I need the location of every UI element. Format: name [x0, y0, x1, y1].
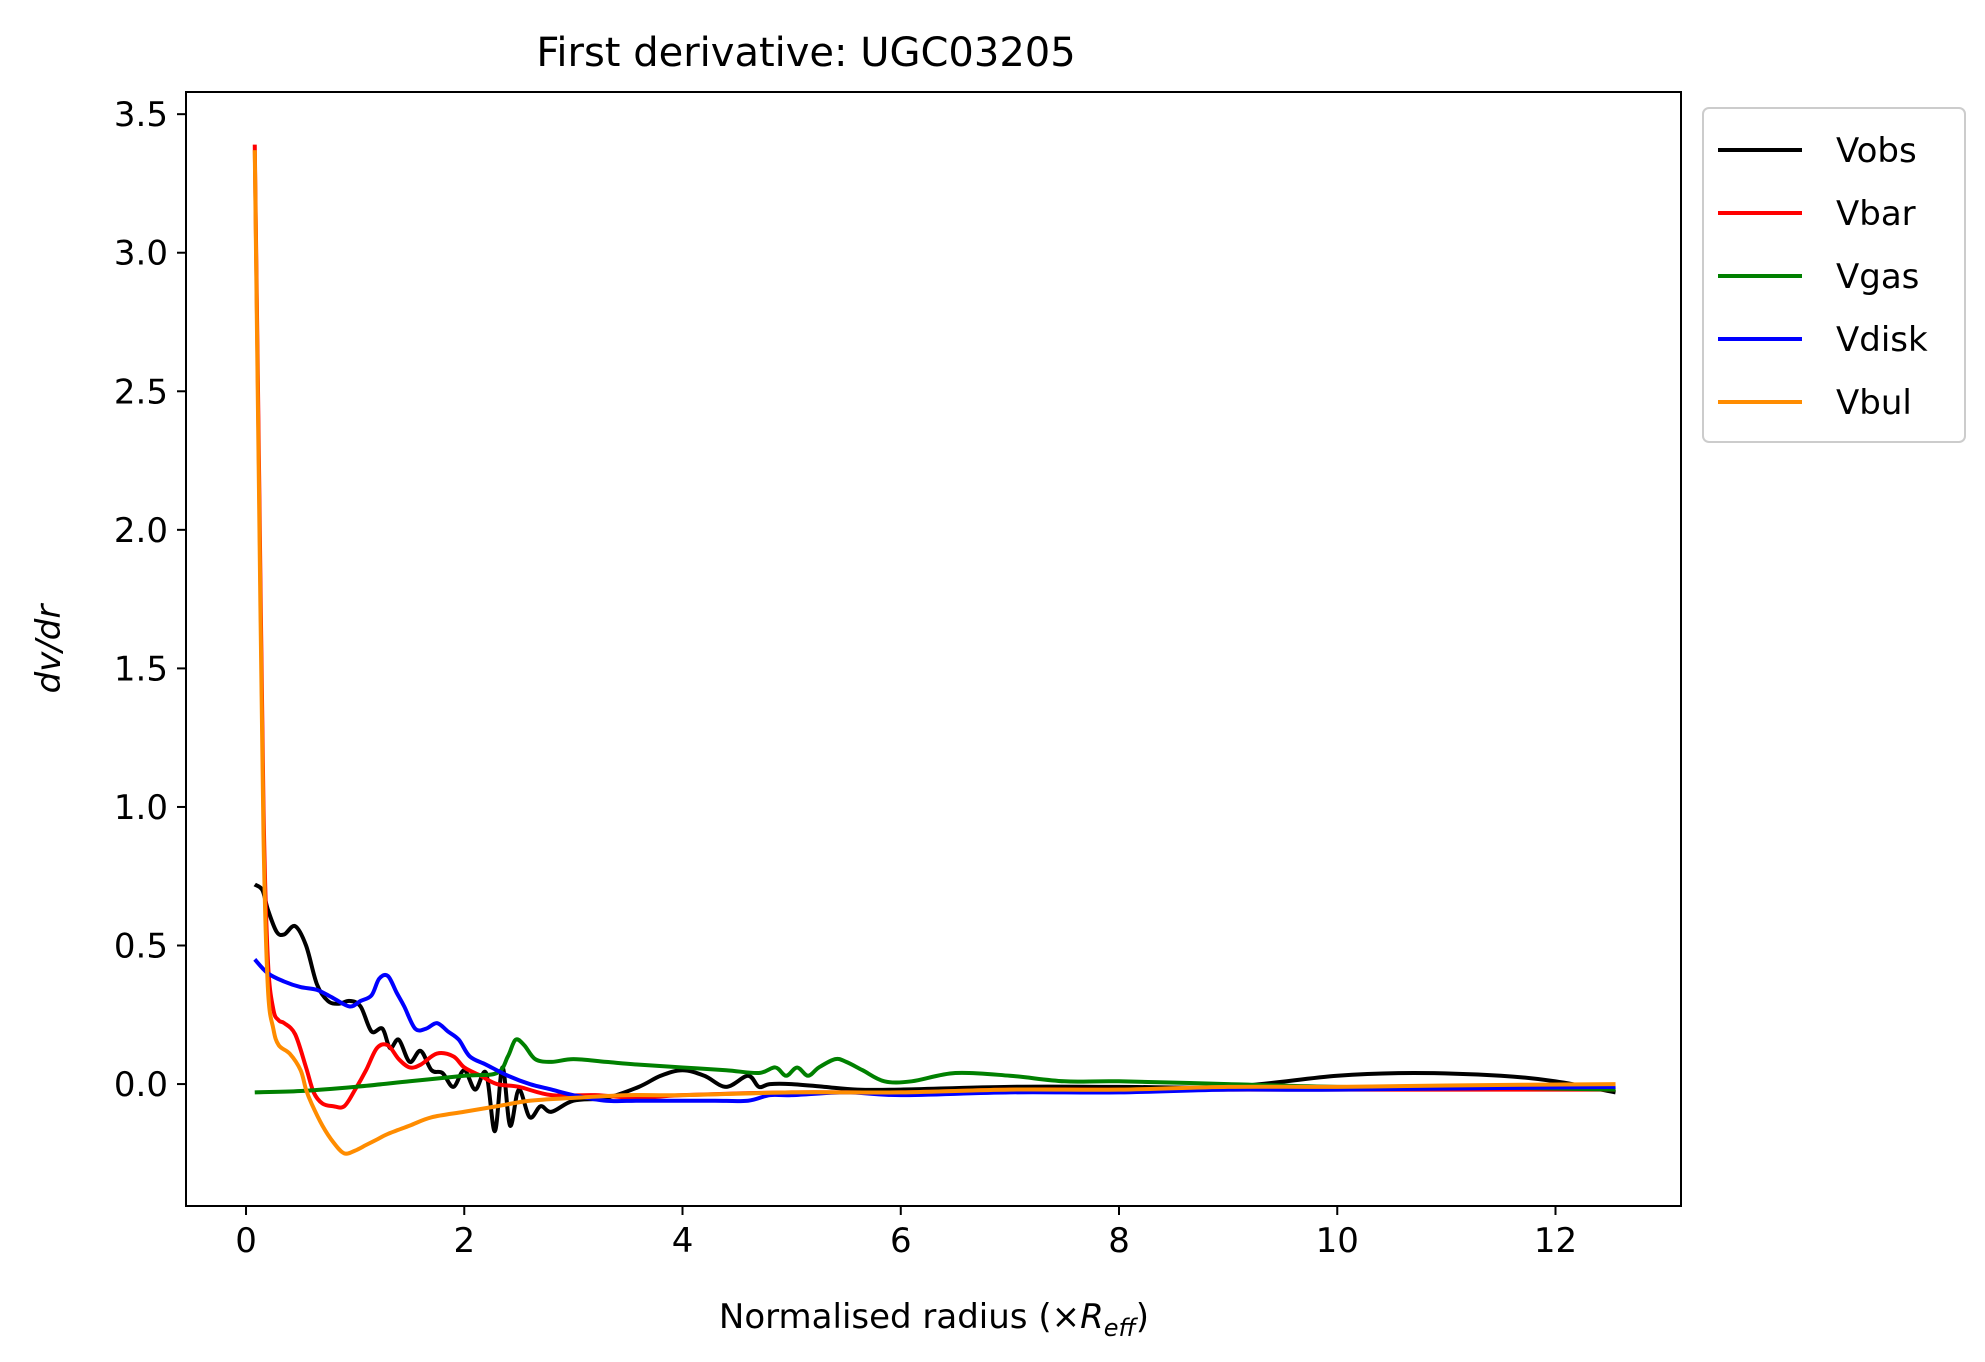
y-axis: 0.0 0.5 1.0 1.5 2.0 2.5 3.0 3.5	[114, 95, 186, 1105]
x-tick-label: 4	[672, 1221, 694, 1261]
x-axis-label-subscript: eff	[1104, 1314, 1139, 1342]
x-axis-label: Normalised radius (×Reff)	[719, 1297, 1149, 1342]
series-line-vdisk	[253, 957, 1616, 1104]
x-axis: 0 2 4 6 8 10 12	[235, 1206, 1577, 1261]
x-tick-label: 10	[1316, 1221, 1359, 1261]
y-tick-label: 2.5	[114, 372, 168, 412]
x-axis-label-symbol: R	[1080, 1297, 1104, 1337]
y-tick-label: 3.5	[114, 95, 168, 135]
x-tick-label: 6	[890, 1221, 912, 1261]
y-tick-label: 0.0	[114, 1065, 168, 1105]
series-line-vbul	[252, 150, 1616, 1156]
legend-label-vbar: Vbar	[1836, 194, 1916, 234]
y-tick-label: 1.5	[114, 649, 168, 689]
legend-label-vbul: Vbul	[1836, 383, 1912, 423]
x-tick-label: 12	[1534, 1221, 1577, 1261]
x-tick-label: 8	[1108, 1221, 1130, 1261]
series-layer	[252, 144, 1616, 1156]
x-tick-label: 2	[453, 1221, 475, 1261]
y-tick-label: 2.0	[114, 511, 168, 551]
y-tick-label: 3.0	[114, 234, 168, 274]
series-line-vgas	[254, 1037, 1616, 1095]
legend-label-vdisk: Vdisk	[1836, 320, 1928, 360]
legend-label-vobs: Vobs	[1836, 131, 1917, 171]
series-line-vobs	[253, 882, 1616, 1134]
x-axis-label-prefix: Normalised radius (×	[719, 1297, 1080, 1337]
plot-frame	[185, 91, 1682, 1207]
y-tick-label: 0.5	[114, 927, 168, 967]
y-axis-label: dv/dr	[29, 603, 69, 694]
x-axis-label-suffix: )	[1136, 1297, 1149, 1337]
y-tick-label: 1.0	[114, 788, 168, 828]
legend-box	[1702, 107, 1966, 443]
chart-title: First derivative: UGC03205	[536, 30, 1075, 76]
x-tick-label: 0	[235, 1221, 257, 1261]
legend-label-vgas: Vgas	[1836, 257, 1919, 297]
legend: Vobs Vbar Vgas Vdisk Vbul	[1702, 107, 1966, 443]
